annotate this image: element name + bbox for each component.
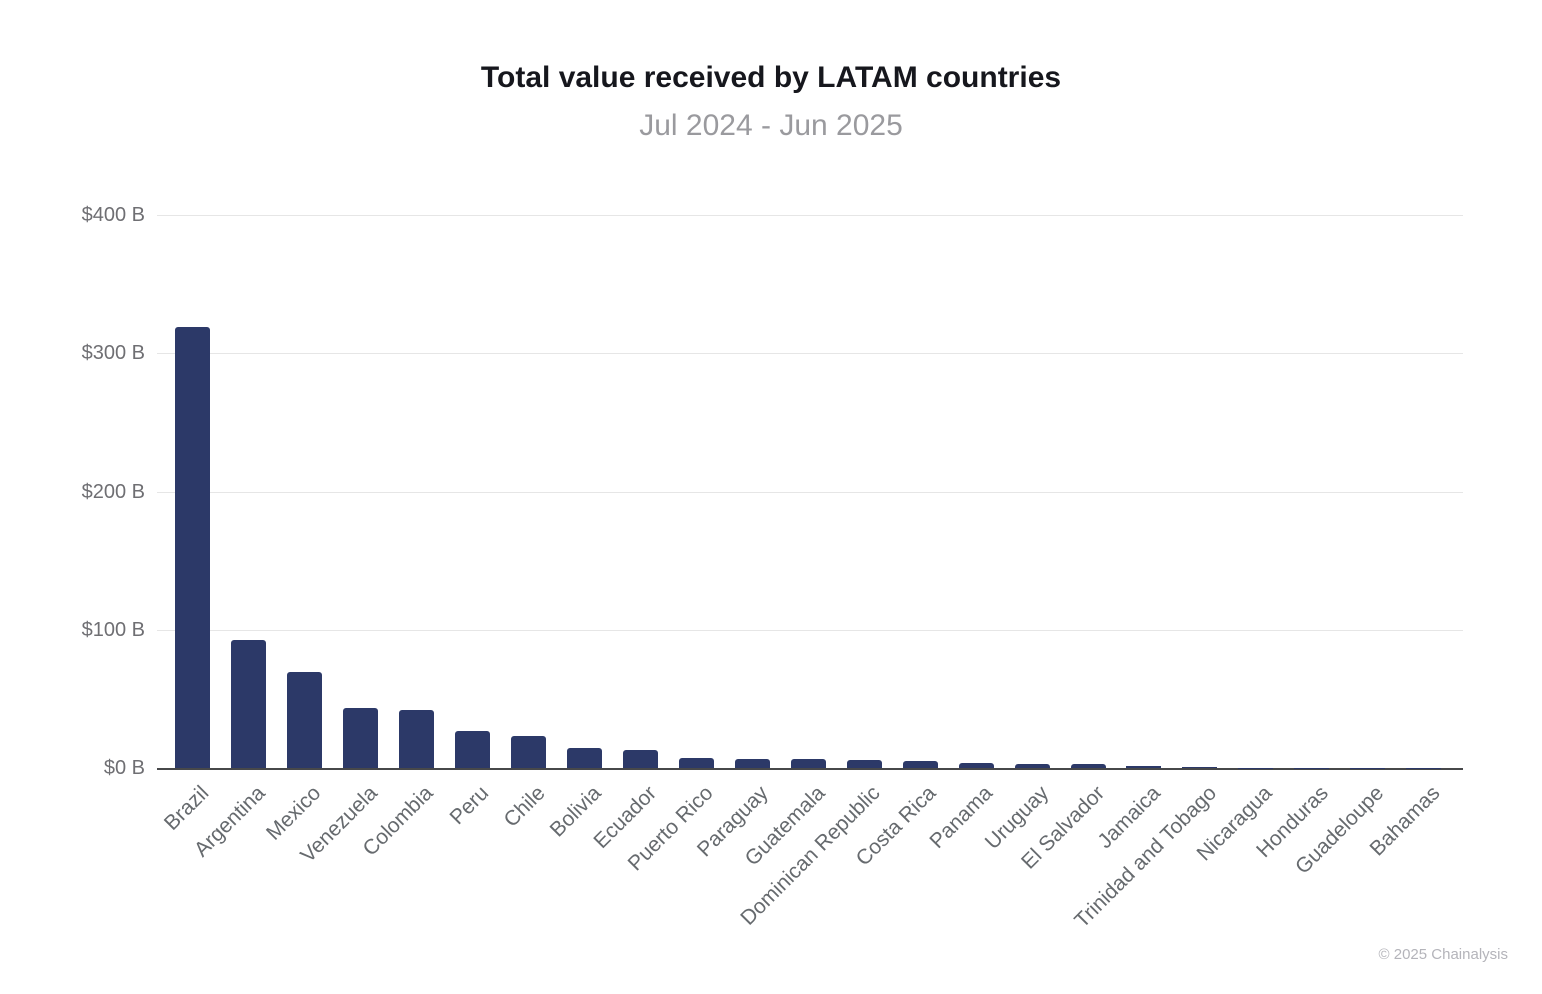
- x-axis-line: [157, 767, 1463, 770]
- credit-text: © 2025 Chainalysis: [1378, 946, 1508, 963]
- chart-subtitle: Jul 2024 - Jun 2025: [639, 109, 903, 142]
- bar-guatemala[interactable]: [790, 758, 826, 769]
- y-tick-label: $200 B: [81, 480, 145, 503]
- bar-colombia[interactable]: [399, 709, 435, 769]
- bar-dominican-republic[interactable]: [846, 760, 882, 769]
- bar-paraguay[interactable]: [734, 758, 770, 769]
- y-tick-label: $400 B: [81, 204, 145, 226]
- bar-chile[interactable]: [511, 736, 546, 769]
- bar-el-salvador[interactable]: [1070, 764, 1106, 769]
- x-tick-label: Peru: [445, 781, 494, 830]
- gridline: [157, 353, 1463, 355]
- bar-jamaica[interactable]: [1126, 765, 1162, 769]
- x-tick-label: Chile: [499, 781, 550, 832]
- chart-title: Total value received by LATAM countries: [480, 61, 1062, 94]
- y-tick-label: $300 B: [81, 342, 145, 365]
- bar-peru[interactable]: [455, 731, 491, 769]
- bar-bolivia[interactable]: [566, 748, 602, 769]
- gridline: [157, 491, 1463, 493]
- bar-brazil[interactable]: [175, 327, 211, 769]
- bar-venezuela[interactable]: [343, 707, 379, 769]
- y-tick-label: $0 B: [103, 757, 145, 779]
- bar-costa-rica[interactable]: [902, 760, 938, 769]
- gridline: [157, 629, 1463, 631]
- bar-ecuador[interactable]: [622, 750, 658, 769]
- bar-uruguay[interactable]: [1014, 764, 1050, 769]
- bar-puerto-rico[interactable]: [678, 757, 714, 769]
- bar-mexico[interactable]: [287, 672, 323, 769]
- bar-nicaragua[interactable]: [1238, 767, 1274, 769]
- bar-trinidad-and-tobago[interactable]: [1182, 767, 1218, 769]
- gridline: [157, 215, 1463, 216]
- bar-argentina[interactable]: [231, 639, 267, 769]
- bar-honduras[interactable]: [1294, 767, 1330, 769]
- y-tick-label: $100 B: [81, 618, 145, 641]
- bar-panama[interactable]: [958, 762, 994, 769]
